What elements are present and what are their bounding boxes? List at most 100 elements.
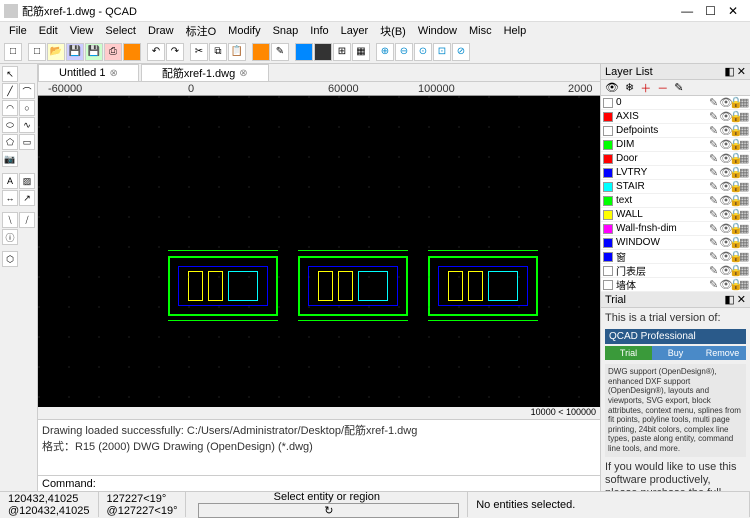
tab-close-icon[interactable]: ⊗ [109, 68, 117, 79]
lock-icon[interactable]: 🔒 [729, 194, 738, 207]
trial-close-icon[interactable]: ✕ [737, 293, 746, 306]
tool-b[interactable] [252, 43, 270, 61]
menu-file[interactable]: File [4, 24, 32, 38]
menu-layer[interactable]: Layer [336, 24, 374, 38]
layer-row[interactable]: Door✎👁🔒▦ [601, 152, 750, 166]
pencil-icon[interactable]: ✎ [709, 250, 718, 263]
lock-icon[interactable]: 🔒 [729, 124, 738, 137]
lock-icon[interactable]: 🔒 [729, 166, 738, 179]
lock-icon[interactable]: 🔒 [729, 264, 738, 277]
pencil-icon[interactable]: ✎ [709, 96, 718, 109]
eye-icon[interactable]: 👁 [719, 208, 728, 221]
menu-view[interactable]: View [65, 24, 99, 38]
zoom-prev-button[interactable]: ⊘ [452, 43, 470, 61]
menu-window[interactable]: Window [413, 24, 462, 38]
menu-select[interactable]: Select [100, 24, 141, 38]
plot-icon[interactable]: ▦ [739, 194, 748, 207]
tool-d[interactable] [295, 43, 313, 61]
lock-icon[interactable]: 🔒 [729, 250, 738, 263]
eye-icon[interactable]: 👁 [719, 236, 728, 249]
menu-块(b)[interactable]: 块(B) [375, 22, 411, 40]
panel-undock-icon[interactable]: ◧ [724, 65, 734, 78]
pencil-icon[interactable]: ✎ [709, 110, 718, 123]
saveall-button[interactable]: 💾 [85, 43, 103, 61]
zoom-window-button[interactable]: ⊡ [433, 43, 451, 61]
zoom-in-button[interactable]: ⊕ [376, 43, 394, 61]
tool-circle[interactable]: ○ [19, 100, 35, 116]
plot-icon[interactable]: ▦ [739, 124, 748, 137]
tool-3d[interactable]: ⬡ [2, 251, 18, 267]
layer-add-icon[interactable]: ＋ [640, 80, 651, 96]
pencil-icon[interactable]: ✎ [709, 278, 718, 291]
lock-icon[interactable]: 🔒 [729, 208, 738, 221]
cut-button[interactable]: ✂ [190, 43, 208, 61]
menu-标注o[interactable]: 标注O [181, 22, 222, 40]
layer-frozen-icon[interactable]: ❄ [625, 81, 634, 94]
tool-mod1[interactable]: ⧹ [2, 212, 18, 228]
layer-row[interactable]: 墙体✎👁🔒▦ [601, 278, 750, 292]
tool-arrow[interactable]: ↖ [2, 66, 18, 82]
tool-a[interactable] [123, 43, 141, 61]
plot-icon[interactable]: ▦ [739, 166, 748, 179]
plot-icon[interactable]: ▦ [739, 138, 748, 151]
plot-icon[interactable]: ▦ [739, 222, 748, 235]
new2-button[interactable]: □ [28, 43, 46, 61]
layer-row[interactable]: 0✎👁🔒▦ [601, 96, 750, 110]
tool-arc[interactable]: ◠ [2, 100, 18, 116]
tool-ellipse[interactable]: ⬭ [2, 117, 18, 133]
tool-c[interactable]: ✎ [271, 43, 289, 61]
plot-icon[interactable]: ▦ [739, 250, 748, 263]
eye-icon[interactable]: 👁 [719, 250, 728, 263]
tool-rect[interactable]: ▭ [19, 134, 35, 150]
plot-icon[interactable]: ▦ [739, 152, 748, 165]
menu-info[interactable]: Info [305, 24, 333, 38]
eye-icon[interactable]: 👁 [719, 194, 728, 207]
zoom-fit-button[interactable]: ⊙ [414, 43, 432, 61]
pencil-icon[interactable]: ✎ [709, 124, 718, 137]
trial-trial-button[interactable]: Trial [605, 346, 652, 360]
pencil-icon[interactable]: ✎ [709, 222, 718, 235]
tool-mod2[interactable]: ⧸ [19, 212, 35, 228]
menu-modify[interactable]: Modify [223, 24, 265, 38]
pencil-icon[interactable]: ✎ [709, 194, 718, 207]
grid-button[interactable]: ▦ [352, 43, 370, 61]
copy-button[interactable]: ⧉ [209, 43, 227, 61]
pencil-icon[interactable]: ✎ [709, 152, 718, 165]
zoom-out-button[interactable]: ⊖ [395, 43, 413, 61]
tool-poly2[interactable]: ⬠ [2, 134, 18, 150]
layer-row[interactable]: text✎👁🔒▦ [601, 194, 750, 208]
eye-icon[interactable]: 👁 [719, 166, 728, 179]
layer-row[interactable]: STAIR✎👁🔒▦ [601, 180, 750, 194]
tool-camera[interactable]: 📷 [2, 151, 18, 167]
tool-polyline[interactable]: ⌒ [19, 83, 35, 99]
eye-icon[interactable]: 👁 [719, 96, 728, 109]
plot-icon[interactable]: ▦ [739, 110, 748, 123]
layer-row[interactable]: DIM✎👁🔒▦ [601, 138, 750, 152]
tab-0[interactable]: Untitled 1⊗ [38, 64, 139, 81]
tool-hatch[interactable]: ▨ [19, 173, 35, 189]
undo-button[interactable]: ↶ [147, 43, 165, 61]
layer-row[interactable]: 门表层✎👁🔒▦ [601, 264, 750, 278]
tool-info[interactable]: ⓘ [2, 229, 18, 245]
tool-text[interactable]: A [2, 173, 18, 189]
paste-button[interactable]: 📋 [228, 43, 246, 61]
pencil-icon[interactable]: ✎ [709, 208, 718, 221]
lock-icon[interactable]: 🔒 [729, 236, 738, 249]
hint-icon[interactable]: ↻ [198, 503, 459, 518]
layer-visible-icon[interactable]: 👁 [605, 81, 619, 94]
eye-icon[interactable]: 👁 [719, 278, 728, 291]
eye-icon[interactable]: 👁 [719, 110, 728, 123]
layer-row[interactable]: LVTRY✎👁🔒▦ [601, 166, 750, 180]
pencil-icon[interactable]: ✎ [709, 166, 718, 179]
lock-icon[interactable]: 🔒 [729, 96, 738, 109]
trial-undock-icon[interactable]: ◧ [724, 293, 734, 306]
tab-close-icon[interactable]: ⊗ [239, 68, 247, 79]
eye-icon[interactable]: 👁 [719, 264, 728, 277]
new-button[interactable]: □ [4, 43, 22, 61]
eye-icon[interactable]: 👁 [719, 222, 728, 235]
tab-1[interactable]: 配筋xref-1.dwg⊗ [141, 64, 269, 81]
tool-f[interactable]: ⊞ [333, 43, 351, 61]
layer-edit-icon[interactable]: ✎ [674, 81, 683, 94]
plot-icon[interactable]: ▦ [739, 180, 748, 193]
trial-remove-button[interactable]: Remove [699, 346, 746, 360]
